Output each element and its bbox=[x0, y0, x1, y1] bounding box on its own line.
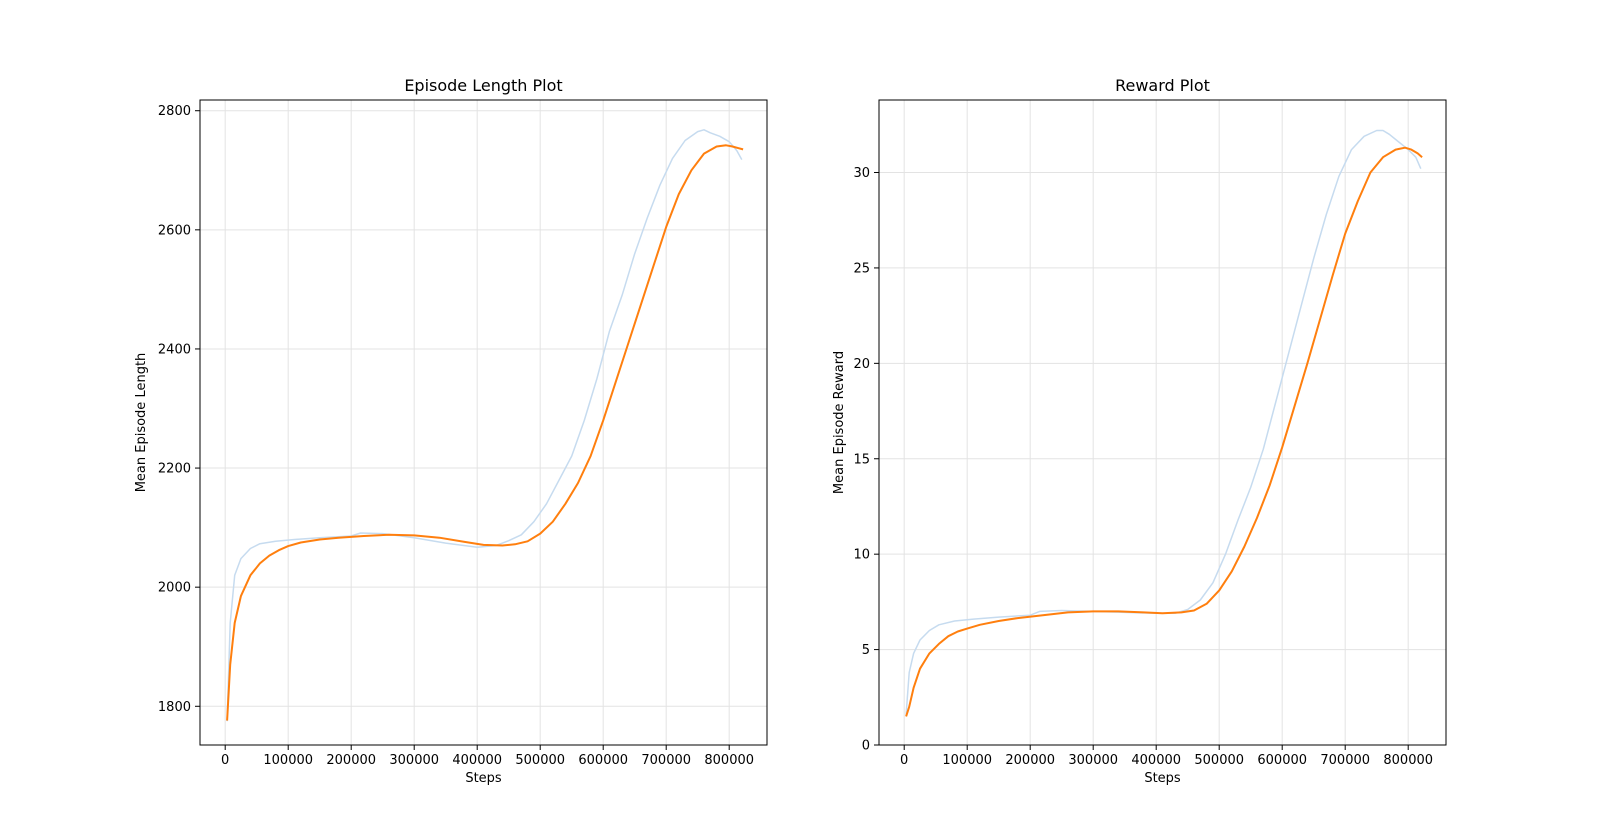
x-tick-label: 700000 bbox=[1320, 753, 1370, 768]
x-tick-label: 0 bbox=[221, 753, 229, 768]
y-tick-label: 1800 bbox=[158, 700, 191, 715]
y-tick-label: 10 bbox=[853, 548, 870, 563]
x-tick-label: 0 bbox=[900, 753, 908, 768]
y-tick-label: 5 bbox=[862, 643, 870, 658]
y-tick-label: 2200 bbox=[158, 462, 191, 477]
x-tick-label: 600000 bbox=[1257, 753, 1307, 768]
x-tick-label: 600000 bbox=[578, 753, 628, 768]
y-tick-label: 0 bbox=[862, 739, 870, 754]
chart-title: Reward Plot bbox=[1115, 76, 1210, 95]
y-tick-label: 2600 bbox=[158, 223, 191, 238]
smoothed-series-line bbox=[226, 144, 744, 721]
x-tick-label: 400000 bbox=[1131, 753, 1181, 768]
x-tick-label: 300000 bbox=[1068, 753, 1118, 768]
x-tick-label: 300000 bbox=[389, 753, 439, 768]
x-tick-label: 100000 bbox=[263, 753, 313, 768]
chart-title: Episode Length Plot bbox=[404, 76, 562, 95]
x-tick-label: 700000 bbox=[641, 753, 691, 768]
x-axis-label: Steps bbox=[465, 771, 502, 786]
raw-series-line bbox=[226, 129, 743, 722]
x-axis-label: Steps bbox=[1144, 771, 1181, 786]
x-tick-label: 200000 bbox=[326, 753, 376, 768]
y-tick-label: 2400 bbox=[158, 342, 191, 357]
y-tick-label: 25 bbox=[853, 261, 870, 276]
x-tick-label: 500000 bbox=[515, 753, 565, 768]
y-axis-label: Mean Episode Reward bbox=[832, 351, 847, 494]
y-tick-label: 15 bbox=[853, 452, 870, 467]
x-tick-label: 400000 bbox=[452, 753, 502, 768]
x-tick-label: 800000 bbox=[1383, 753, 1433, 768]
subplot-2: 0 100000 200000 300000 400000 500000 600000 700… bbox=[832, 76, 1447, 786]
plot-frame bbox=[878, 99, 1447, 746]
smoothed-series-line bbox=[905, 146, 1423, 717]
x-tick-label: 200000 bbox=[1005, 753, 1055, 768]
raw-series-line bbox=[905, 129, 1422, 715]
x-tick-label: 500000 bbox=[1194, 753, 1244, 768]
x-tick-label: 100000 bbox=[942, 753, 992, 768]
y-tick-label: 2000 bbox=[158, 581, 191, 596]
subplot-1: 0 100000 200000 300000 400000 500000 600000 700… bbox=[134, 76, 768, 786]
x-tick-label: 800000 bbox=[704, 753, 754, 768]
y-axis-label: Mean Episode Length bbox=[134, 353, 149, 493]
y-tick-label: 2800 bbox=[158, 104, 191, 119]
y-tick-label: 20 bbox=[853, 357, 870, 372]
plot-frame bbox=[199, 99, 768, 746]
y-tick-label: 30 bbox=[853, 166, 870, 181]
